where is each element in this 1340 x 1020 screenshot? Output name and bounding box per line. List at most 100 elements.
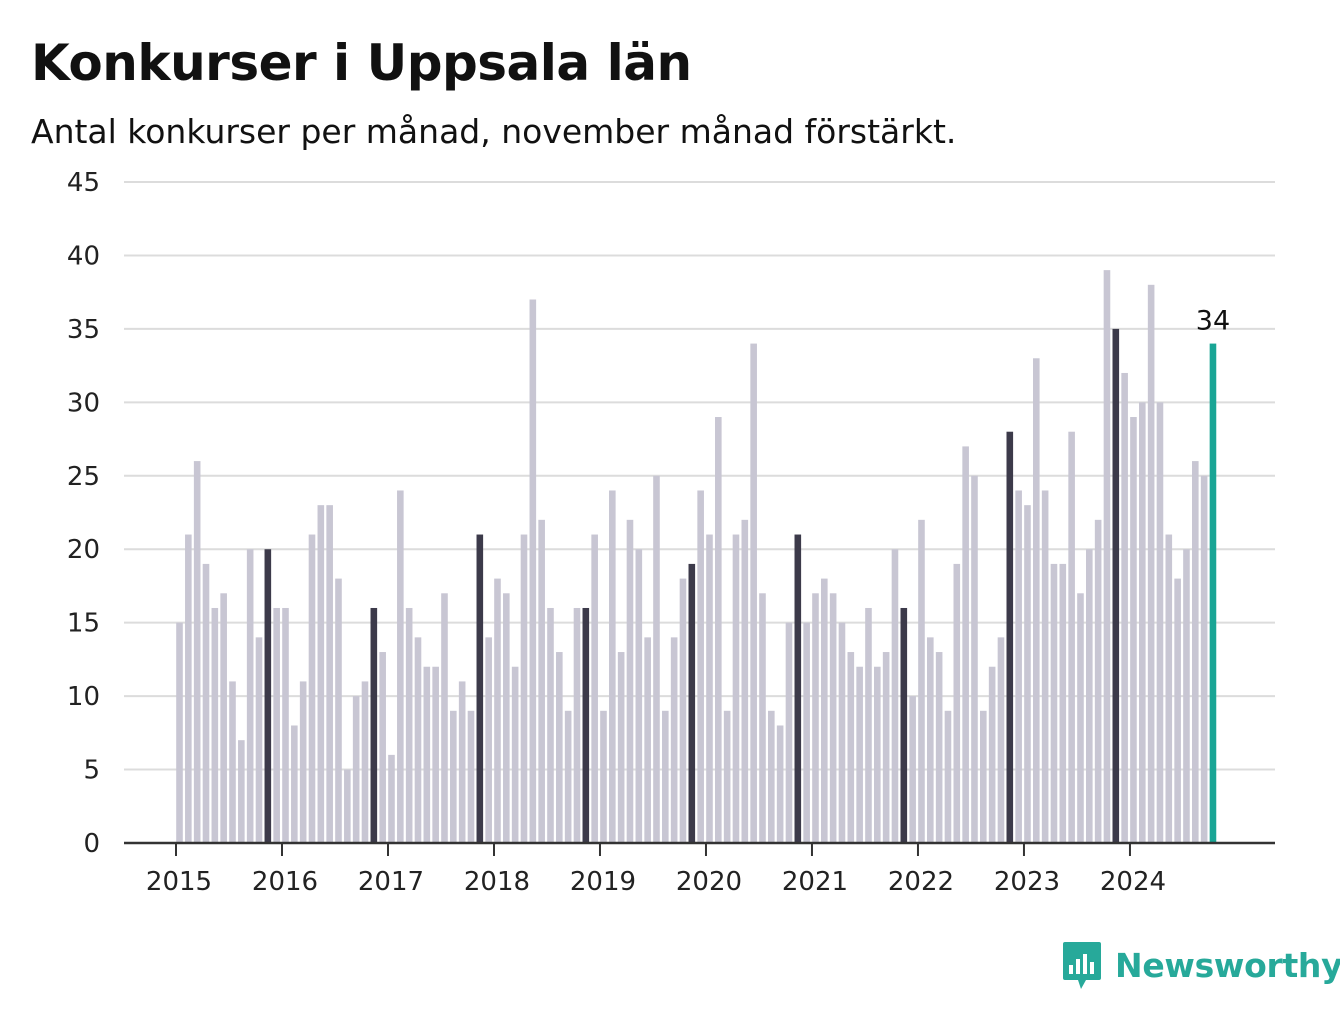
bar <box>785 622 793 843</box>
bar <box>282 607 289 843</box>
bar <box>944 710 952 843</box>
bar <box>202 563 210 843</box>
bar <box>1015 490 1022 843</box>
bar <box>865 607 872 843</box>
bar <box>1156 402 1164 843</box>
bar <box>679 578 687 843</box>
bar-november <box>264 549 272 843</box>
x-tick-label: 2018 <box>464 867 530 897</box>
x-tick-label: 2019 <box>570 867 636 897</box>
bar <box>821 578 828 843</box>
bar <box>874 666 881 843</box>
bar <box>1130 417 1137 843</box>
bar <box>997 637 1005 843</box>
bar <box>971 475 978 843</box>
bar <box>935 652 943 843</box>
bar <box>1068 431 1075 843</box>
bar <box>335 578 342 843</box>
bar <box>1077 593 1084 843</box>
bar <box>1059 563 1067 843</box>
bar-november <box>1112 328 1120 843</box>
bar-november <box>1006 431 1014 843</box>
bar <box>352 696 360 843</box>
chart-subtitle: Antal konkurser per månad, november måna… <box>31 112 957 151</box>
bar <box>609 490 616 843</box>
bar <box>255 637 263 843</box>
x-tick-label: 2023 <box>994 867 1060 897</box>
bar <box>520 534 528 843</box>
bar <box>441 593 448 843</box>
bar <box>759 593 766 843</box>
bar <box>423 666 431 843</box>
bar <box>697 490 704 843</box>
axes <box>124 841 1275 856</box>
bar <box>573 607 581 843</box>
bar <box>220 593 227 843</box>
bar <box>812 593 819 843</box>
y-tick-label: 45 <box>67 168 100 198</box>
bar-november <box>794 534 802 843</box>
bar <box>458 681 466 843</box>
bar <box>291 725 298 843</box>
y-tick-label: 30 <box>67 388 100 418</box>
bar <box>1041 490 1049 843</box>
bar <box>317 505 325 843</box>
bar <box>246 549 254 843</box>
bar <box>326 505 333 843</box>
bar <box>273 607 280 843</box>
bar <box>856 666 863 843</box>
bar <box>503 593 510 843</box>
bar <box>962 446 969 843</box>
bar <box>715 417 722 843</box>
bar <box>450 710 457 843</box>
bar <box>662 710 669 843</box>
bar <box>556 652 563 843</box>
y-tick-label: 15 <box>67 609 100 639</box>
bar <box>467 710 475 843</box>
bar <box>193 461 201 843</box>
y-tick-label: 10 <box>67 682 100 712</box>
bar <box>803 622 810 843</box>
bar <box>768 710 775 843</box>
bar <box>723 710 731 843</box>
bar <box>918 519 925 843</box>
bar <box>1165 534 1173 843</box>
bar <box>1183 549 1190 843</box>
bar <box>361 681 369 843</box>
bar <box>564 710 572 843</box>
bar <box>653 475 660 843</box>
bar-latest <box>1209 343 1217 843</box>
x-tick-label: 2016 <box>252 867 318 897</box>
x-tick-label: 2017 <box>358 867 424 897</box>
bar <box>1200 475 1208 843</box>
y-tick-label: 0 <box>83 829 100 859</box>
y-tick-label: 20 <box>67 535 100 565</box>
bar <box>238 740 245 843</box>
bar <box>617 652 625 843</box>
chart-title: Konkurser i Uppsala län <box>31 34 692 92</box>
bars <box>176 270 1217 843</box>
bar <box>988 666 996 843</box>
bar <box>882 652 890 843</box>
bar-chart-speech-bubble-icon <box>1063 942 1101 989</box>
x-tick-label: 2020 <box>676 867 742 897</box>
bar <box>1050 563 1058 843</box>
labels: 0 5 10 15 20 25 30 35 40 45 2015 2016 2017 2018 2019 20… <box>67 168 1230 897</box>
bar-november <box>476 534 484 843</box>
bar <box>344 769 351 843</box>
bar <box>600 710 607 843</box>
bar <box>211 607 219 843</box>
latest-value-label: 34 <box>1196 306 1230 337</box>
bar <box>511 666 519 843</box>
bar <box>1139 402 1146 843</box>
bar <box>229 681 236 843</box>
x-tick-label: 2015 <box>146 867 212 897</box>
bar <box>776 725 784 843</box>
brand-name: Newsworthy <box>1115 945 1340 985</box>
bar <box>847 652 855 843</box>
bar <box>635 549 643 843</box>
bar <box>308 534 316 843</box>
bar <box>644 637 651 843</box>
bar <box>185 534 192 843</box>
